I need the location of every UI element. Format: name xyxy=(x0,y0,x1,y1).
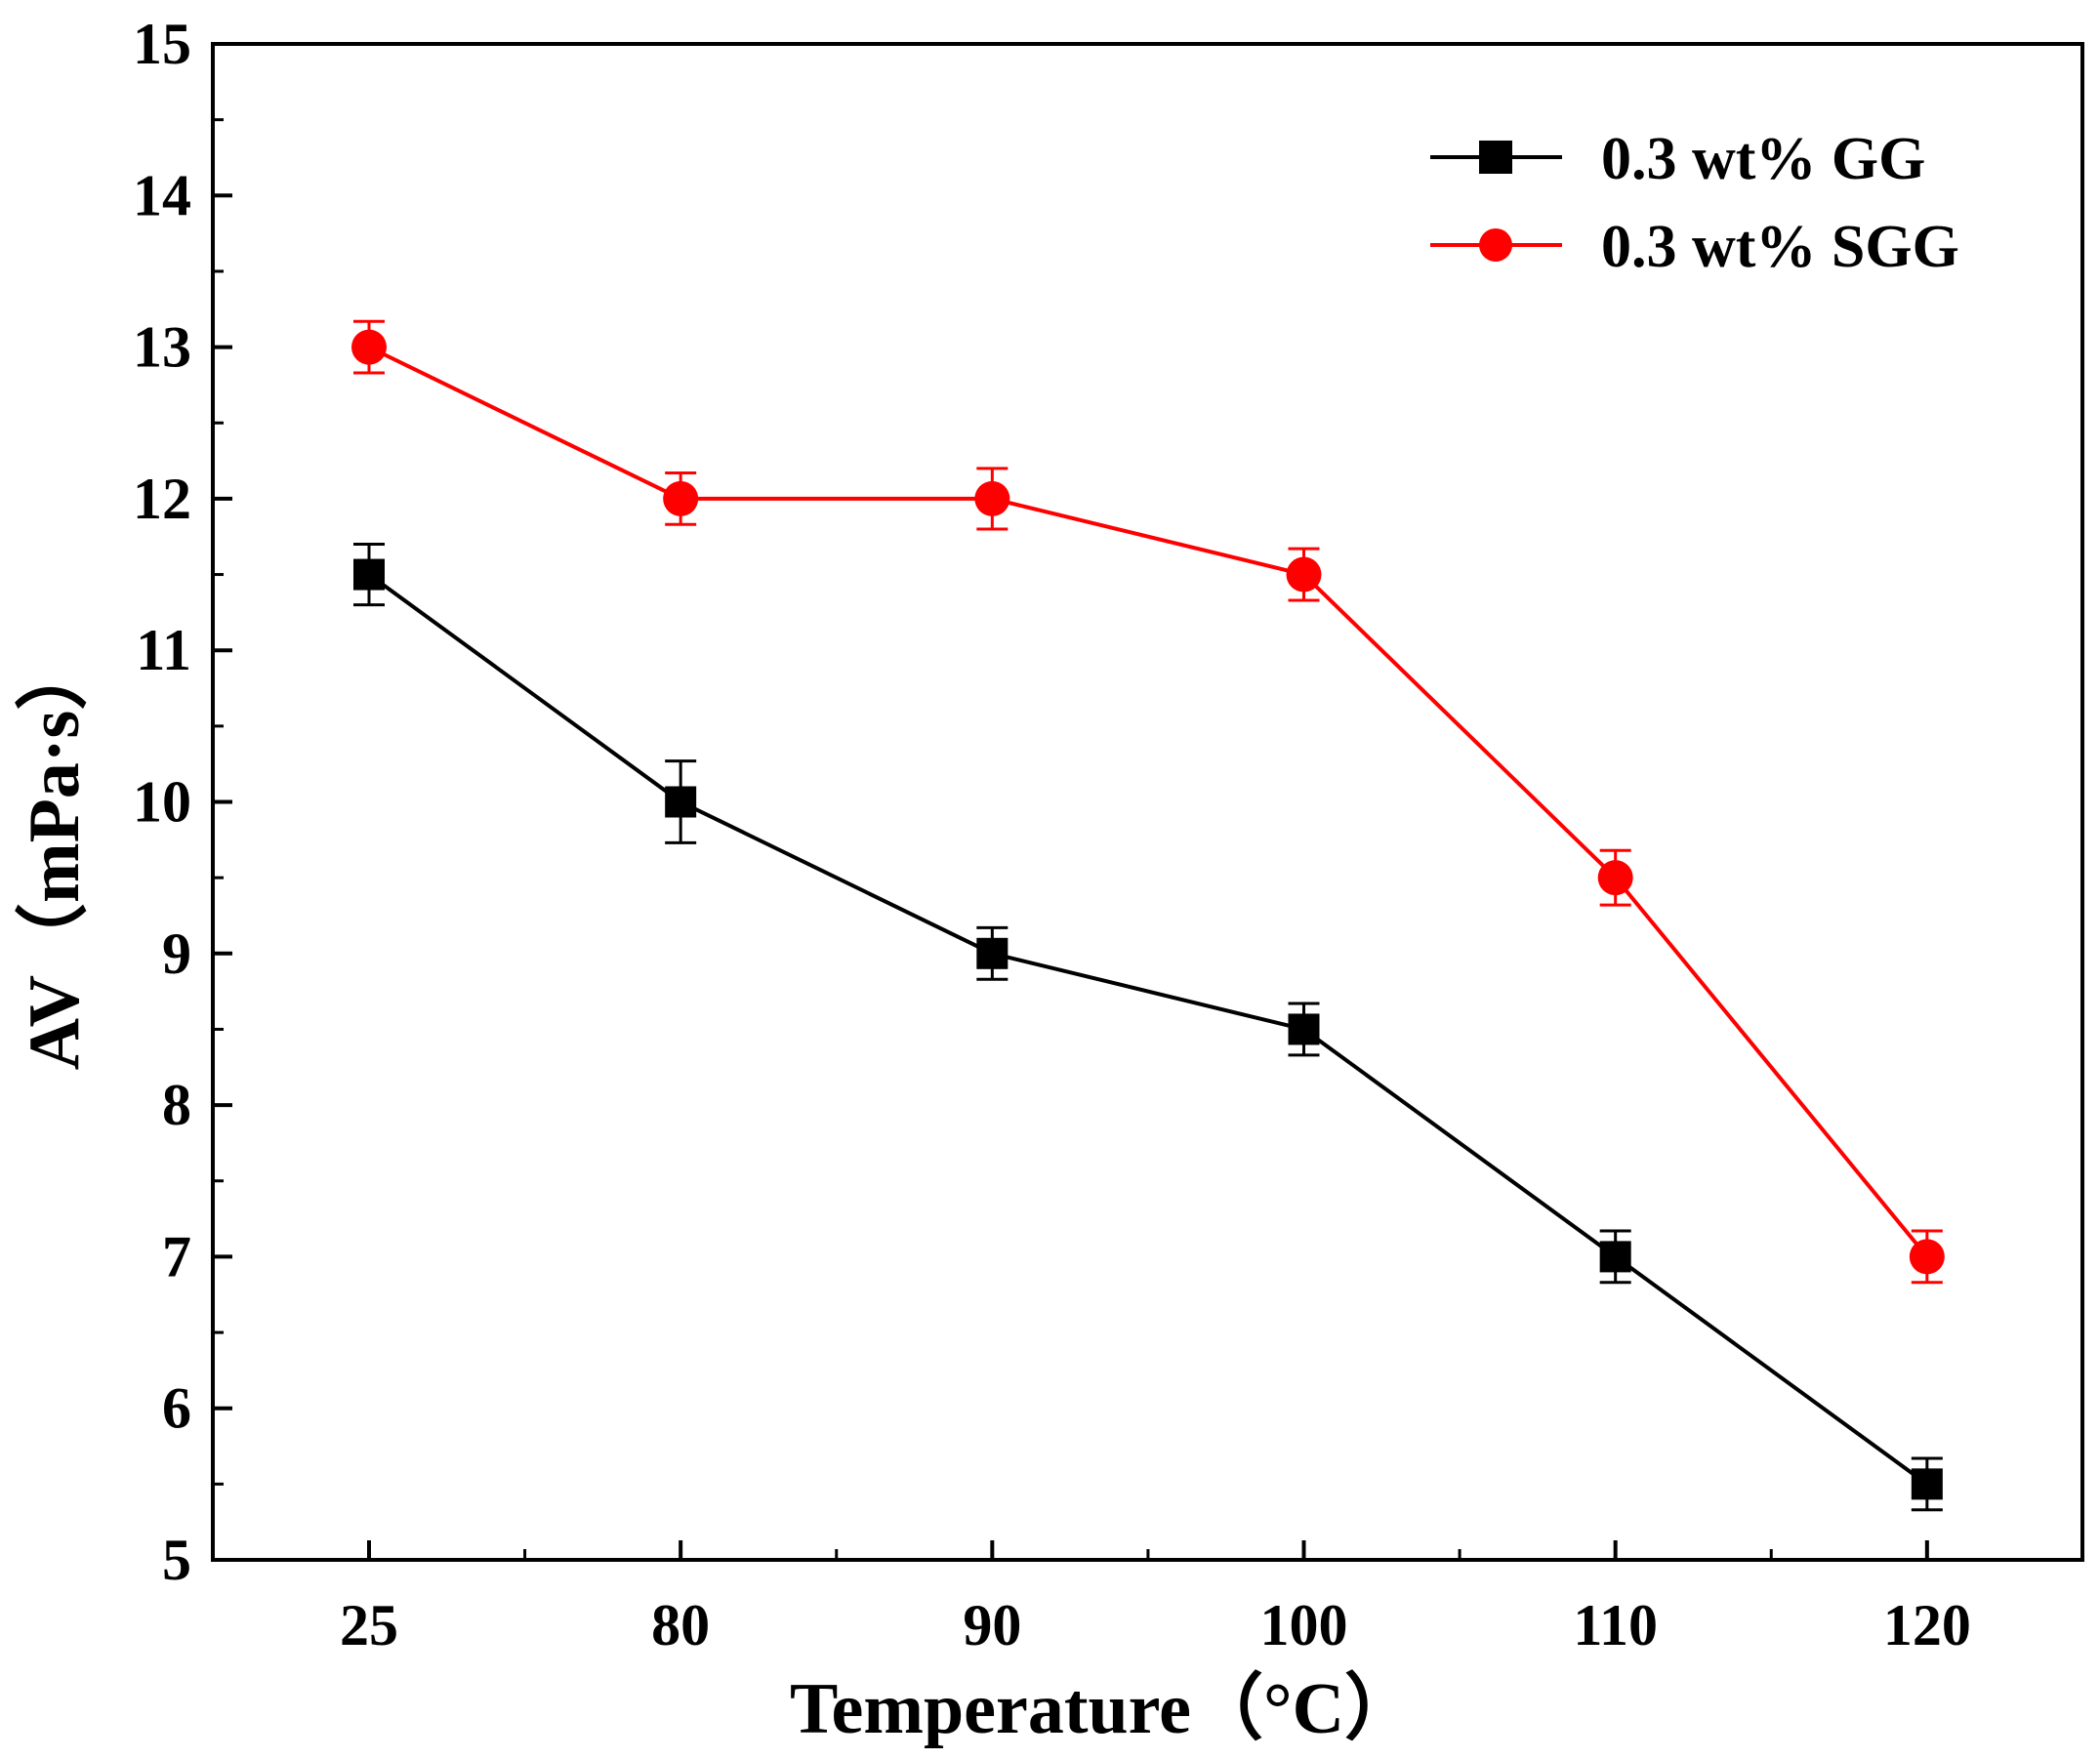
y-tick-label: 11 xyxy=(136,618,191,682)
series-line-sgg xyxy=(368,345,1929,1258)
x-tick-label: 110 xyxy=(1573,1593,1658,1657)
x-tick-label: 90 xyxy=(963,1593,1021,1657)
x-tick-label: 100 xyxy=(1260,1593,1348,1657)
series-line-gg xyxy=(367,572,1929,1486)
legend-label-gg: 0.3 wt% GG xyxy=(1601,126,1925,192)
legend-label-sgg: 0.3 wt% SGG xyxy=(1601,214,1959,280)
legend-marker-sgg xyxy=(1479,228,1512,262)
data-point-gg xyxy=(353,558,385,591)
y-axis-title: AV（mPa·s） xyxy=(15,638,95,1071)
data-point-sgg xyxy=(974,480,1010,516)
y-tick-label: 8 xyxy=(162,1073,191,1137)
legend: 0.3 wt% GG 0.3 wt% SGG xyxy=(1430,126,1959,280)
data-point-gg xyxy=(1288,1013,1320,1045)
data-point-sgg xyxy=(351,329,387,365)
plot-series xyxy=(351,319,1945,1512)
y-tick-label: 5 xyxy=(162,1528,191,1592)
legend-marker-gg xyxy=(1479,141,1512,174)
data-point-sgg xyxy=(663,480,699,516)
data-point-sgg xyxy=(1597,860,1633,896)
data-point-sgg xyxy=(1286,556,1322,593)
data-point-gg xyxy=(665,786,697,818)
y-tick-label: 15 xyxy=(133,12,191,76)
data-point-gg xyxy=(976,937,1009,969)
axes: 5 6 7 8 9 10 11 12 13 14 15 25 80 90 100 110 120 xyxy=(133,12,2084,1657)
y-tick-label: 12 xyxy=(133,467,191,531)
data-point-gg xyxy=(1911,1468,1943,1500)
x-axis-title: Temperature（°C） xyxy=(790,1669,1417,1749)
x-tick-label: 25 xyxy=(340,1593,398,1657)
y-tick-label: 13 xyxy=(133,315,191,380)
x-tick-label: 80 xyxy=(651,1593,710,1657)
y-tick-label: 9 xyxy=(162,921,191,986)
y-tick-label: 10 xyxy=(133,770,191,835)
data-point-gg xyxy=(1599,1241,1631,1273)
x-tick-label: 120 xyxy=(1883,1593,1971,1657)
y-tick-label: 14 xyxy=(133,163,191,227)
y-tick-label: 6 xyxy=(162,1376,191,1441)
data-point-sgg xyxy=(1909,1239,1945,1275)
y-tick-label: 7 xyxy=(162,1224,191,1289)
